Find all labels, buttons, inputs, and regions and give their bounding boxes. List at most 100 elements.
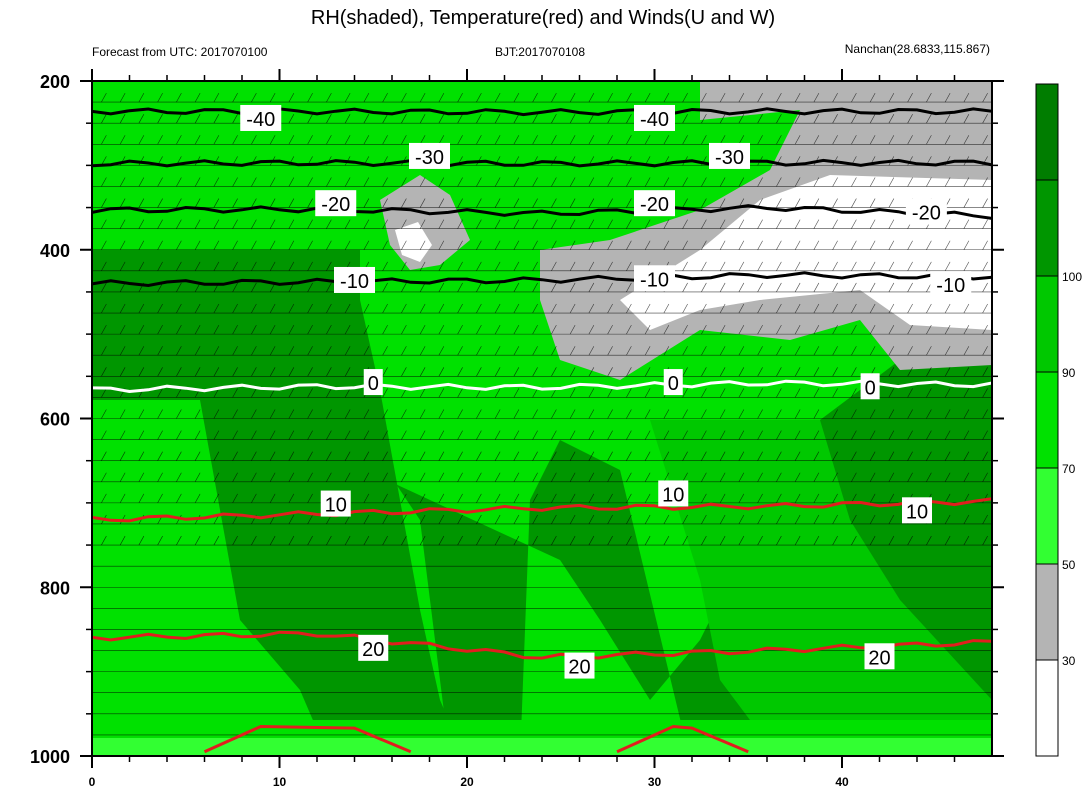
wind-barb — [982, 261, 988, 271]
wind-barb — [101, 114, 107, 124]
forecast-label: Forecast from UTC: 2017070100 — [92, 45, 268, 59]
wind-barb — [869, 514, 876, 525]
wind-barb — [307, 367, 313, 377]
wind-barb — [738, 430, 745, 440]
temperature-label: 0 — [663, 369, 683, 396]
wind-barb — [607, 367, 613, 377]
wind-barb — [832, 535, 838, 546]
wind-barb — [419, 177, 426, 187]
wind-barb — [719, 240, 726, 250]
wind-barb — [101, 409, 107, 419]
wind-barb — [607, 282, 613, 293]
wind-barb — [457, 367, 463, 377]
wind-barb — [644, 240, 651, 250]
wind-barb — [813, 198, 820, 208]
wind-barb — [869, 409, 876, 419]
wind-barb — [757, 493, 763, 504]
wind-barb — [626, 219, 632, 229]
wind-barb — [551, 472, 557, 482]
wind-barb — [701, 198, 707, 208]
wind-barb — [644, 451, 651, 461]
wind-barb — [307, 114, 313, 124]
wind-barb — [944, 535, 951, 546]
temperature-label: 0 — [363, 369, 383, 396]
wind-barb — [588, 261, 595, 271]
wind-barb — [588, 514, 595, 525]
wind-barb — [382, 367, 388, 377]
wind-barb — [963, 114, 970, 124]
wind-barb — [738, 388, 745, 398]
wind-barb — [194, 240, 201, 250]
x-axis: 0 10 20 30 40 — [89, 69, 956, 789]
wind-barb — [607, 346, 613, 356]
wind-barb — [251, 261, 257, 271]
wind-barb — [926, 367, 932, 377]
wind-barb — [907, 156, 913, 166]
y-tick-label: 400 — [40, 241, 70, 261]
wind-barb — [326, 303, 332, 314]
wind-barb — [888, 303, 895, 314]
wind-barb — [401, 198, 407, 208]
wind-barb — [476, 198, 482, 208]
temperature-label-text: -20 — [321, 194, 350, 216]
wind-barb — [532, 198, 538, 208]
wind-barb — [232, 346, 238, 356]
wind-barb — [494, 261, 501, 271]
wind-barb — [644, 303, 651, 314]
wind-barb — [963, 430, 970, 440]
wind-barb — [588, 535, 595, 546]
wind-barb — [644, 472, 651, 482]
wind-barb — [869, 240, 876, 250]
wind-barb — [344, 367, 351, 377]
wind-barb — [494, 240, 501, 250]
wind-barb — [944, 451, 951, 461]
wind-barb — [813, 261, 820, 271]
wind-barb — [532, 472, 538, 482]
wind-barb — [326, 409, 332, 419]
wind-barb — [101, 367, 107, 377]
wind-barb — [476, 135, 482, 145]
wind-barb — [326, 535, 332, 546]
wind-barb — [419, 219, 426, 229]
wind-barb — [888, 493, 895, 504]
wind-barb — [326, 219, 332, 229]
wind-barb — [982, 303, 988, 314]
wind-barb — [757, 346, 763, 356]
wind-barb — [794, 219, 801, 229]
wind-barb — [738, 282, 745, 293]
wind-barb — [494, 135, 501, 145]
wind-barb — [869, 135, 876, 145]
wind-barb — [457, 493, 463, 504]
colorbar-segment — [1035, 179, 1059, 277]
wind-barb — [607, 92, 613, 103]
wind-barb — [532, 451, 538, 461]
wind-barb — [813, 430, 820, 440]
wind-barb — [701, 92, 707, 103]
wind-barb — [157, 198, 163, 208]
wind-barb — [607, 135, 613, 145]
wind-barb — [738, 219, 745, 229]
wind-barb — [269, 198, 276, 208]
wind-barb — [551, 240, 557, 250]
wind-barb — [776, 324, 782, 335]
wind-barb — [776, 219, 782, 229]
wind-barb — [607, 177, 613, 187]
wind-barb — [963, 219, 970, 229]
wind-barb — [644, 135, 651, 145]
wind-barb — [288, 451, 295, 461]
wind-barb — [419, 92, 426, 103]
wind-barb — [307, 535, 313, 546]
wind-barb — [832, 135, 838, 145]
wind-barb — [738, 451, 745, 461]
wind-barb — [794, 177, 801, 187]
wind-barb — [626, 451, 632, 461]
wind-barb — [719, 514, 726, 525]
wind-barb — [794, 514, 801, 525]
wind-barb — [588, 303, 595, 314]
wind-barb — [588, 430, 595, 440]
wind-barb — [832, 451, 838, 461]
wind-barb — [101, 198, 107, 208]
wind-barb — [401, 135, 407, 145]
